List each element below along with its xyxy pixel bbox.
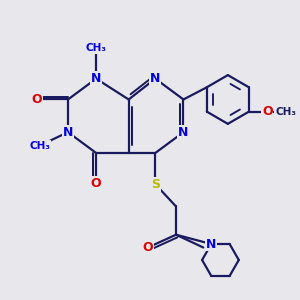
Text: N: N bbox=[150, 72, 160, 85]
Text: N: N bbox=[91, 72, 101, 85]
Text: CH₃: CH₃ bbox=[29, 140, 50, 151]
Text: N: N bbox=[63, 126, 73, 139]
Text: O: O bbox=[262, 105, 272, 118]
Text: O: O bbox=[32, 93, 42, 106]
Text: CH₃: CH₃ bbox=[85, 44, 106, 53]
Text: N: N bbox=[206, 238, 217, 250]
Text: S: S bbox=[151, 178, 160, 191]
Text: O: O bbox=[91, 177, 101, 190]
Text: N: N bbox=[178, 126, 189, 139]
Text: CH₃: CH₃ bbox=[275, 107, 296, 117]
Text: O: O bbox=[142, 241, 153, 254]
